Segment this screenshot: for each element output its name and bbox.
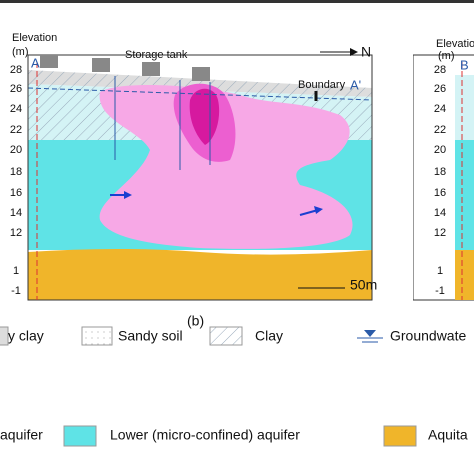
aquitard	[28, 249, 372, 300]
elevation-tick: 20	[10, 144, 22, 156]
elevation-tick: 16	[434, 187, 446, 199]
elevation-tick: 12	[10, 227, 22, 239]
section-start: B	[460, 57, 469, 72]
elevation-label: Elevation	[436, 38, 474, 50]
plume	[99, 84, 353, 249]
boundary-label: Boundary	[298, 79, 346, 91]
unit-label: (m)	[12, 46, 29, 58]
elevation-tick: 14	[434, 207, 446, 219]
elevation-tick: 26	[434, 83, 446, 95]
top-border	[0, 0, 474, 3]
elevation-axis: 28 26 24 22 20 18 16 14 12 1 -1	[10, 64, 22, 297]
elevation-tick: 12	[434, 227, 446, 239]
elevation-tick: -1	[435, 285, 445, 297]
section-start: A	[31, 55, 40, 70]
section-frame	[27, 54, 373, 301]
plume-center	[189, 88, 220, 145]
section-end: A'	[350, 77, 361, 92]
elevation-tick: -1	[11, 285, 21, 297]
legend-label: Clay	[255, 328, 283, 344]
scale-label: 50m	[350, 277, 377, 293]
north-label: N	[361, 44, 371, 60]
tanks	[40, 55, 210, 81]
legend-label: Lower (micro-confined) aquifer	[110, 427, 300, 443]
elevation-tick: 24	[434, 103, 446, 115]
elevation-tick: 20	[434, 144, 446, 156]
elevation-tick: 28	[10, 64, 22, 76]
water-table	[28, 87, 372, 101]
legend-label: Aquita	[428, 427, 468, 443]
elevation-tick: 22	[434, 124, 446, 136]
storage-tank-label: Storage tank	[125, 49, 188, 61]
elevation-tick: 18	[434, 166, 446, 178]
elevation-tick: 18	[10, 166, 22, 178]
section-c: Elevation (m) B 28 26 24 22 20 18 16 14 12 1 -1	[413, 38, 474, 301]
elevation-tick: 16	[10, 187, 22, 199]
legend-label: Groundwate	[390, 328, 466, 344]
elevation-tick: 26	[10, 83, 22, 95]
elevation-tick: 28	[434, 64, 446, 76]
legend: y clay Sandy soil Clay Groundwate aquife…	[0, 326, 468, 447]
legend-label: aquifer	[0, 427, 43, 443]
unit-label: (m)	[438, 50, 455, 62]
elevation-label: Elevation	[12, 32, 57, 44]
section-b	[28, 55, 372, 300]
legend-label: Sandy soil	[118, 328, 183, 344]
legend-label: y clay	[8, 328, 44, 344]
elevation-tick: 24	[10, 103, 22, 115]
elevation-tick: 14	[10, 207, 22, 219]
flow-arrow	[299, 209, 319, 216]
elevation-tick: 1	[437, 265, 443, 277]
elevation-tick: 1	[13, 265, 19, 277]
caption: (b)	[187, 313, 204, 329]
elevation-tick: 22	[10, 124, 22, 136]
